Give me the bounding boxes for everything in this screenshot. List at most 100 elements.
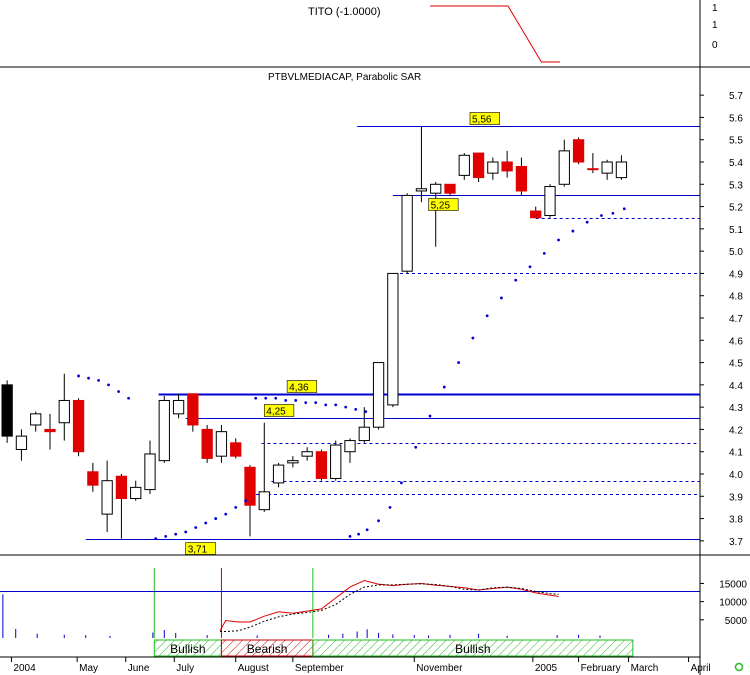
x-tick-label: September <box>295 663 345 674</box>
candle <box>244 465 256 537</box>
volume-ma-line <box>219 579 559 631</box>
sar-dot <box>304 401 308 405</box>
sar-dot <box>274 396 278 400</box>
indicator-ytick-2: 1 <box>712 20 718 31</box>
sar-dot <box>204 521 208 525</box>
price-tick-label: 5.4 <box>729 158 743 169</box>
price-tick-label: 5.6 <box>729 113 743 124</box>
sar-dot <box>184 530 188 534</box>
sar-dot <box>77 374 80 378</box>
price-tick-label: 5.2 <box>729 203 743 214</box>
tito-line <box>430 5 560 63</box>
sar-dot <box>600 214 603 217</box>
sar-dot <box>571 229 575 233</box>
x-tick-label: May <box>79 663 98 674</box>
candle <box>558 139 570 187</box>
sar-dot <box>214 517 218 520</box>
level-label-box <box>263 404 295 417</box>
candle <box>58 373 70 441</box>
phase-band: Bullish <box>153 639 222 657</box>
sar-dot <box>542 251 546 255</box>
sar-dot <box>294 399 298 402</box>
price-tick-label: 4.5 <box>729 359 743 370</box>
level-label-box <box>469 112 500 125</box>
price-tick-label: 5.3 <box>729 180 743 191</box>
sar-dot <box>611 211 615 215</box>
sar-dot <box>254 396 258 400</box>
candle <box>72 398 85 457</box>
sar-dot <box>224 512 228 516</box>
candle <box>372 362 385 430</box>
sar-dot <box>344 405 348 409</box>
price-tick-label: 5.5 <box>729 136 743 147</box>
x-tick-label: 2004 <box>13 663 36 674</box>
price-tick-label: 4.3 <box>729 403 743 414</box>
price-tick-label: 5.1 <box>729 225 743 236</box>
price-panel-title: PTBVLMEDIACAP, Parabolic SAR <box>268 72 421 83</box>
price-tick-label: 4.4 <box>729 381 743 392</box>
candle <box>15 429 28 461</box>
sar-dot <box>127 396 130 400</box>
price-tick-label: 4.2 <box>729 425 743 436</box>
sar-dot <box>244 499 248 503</box>
level-label-box <box>185 542 216 555</box>
candle <box>315 449 328 481</box>
x-tick-label: February <box>581 663 621 674</box>
sar-dot <box>117 390 120 393</box>
price-tick-label: 4.8 <box>729 292 743 303</box>
phase-band: Bearish <box>220 639 314 657</box>
x-tick-label: March <box>631 663 659 674</box>
candle <box>601 159 613 180</box>
tito-indicator-panel: TITO (-1.0000) 1 1 0 <box>308 3 718 63</box>
volume-panel: 15000 10000 5000 <box>0 568 747 638</box>
candle <box>201 424 213 463</box>
phase-label: Bullish <box>170 642 205 656</box>
sar-dot <box>357 532 360 536</box>
sar-dot <box>585 220 589 224</box>
sar-dot <box>622 207 626 211</box>
candle <box>572 137 585 165</box>
level-label: 4,36 <box>289 383 309 394</box>
sar-dot <box>414 445 418 449</box>
candle <box>144 440 156 495</box>
sar-dot <box>557 238 560 242</box>
price-tick-label: 3.8 <box>729 515 743 526</box>
sar-dot <box>264 396 268 400</box>
sar-dot <box>485 314 489 318</box>
candle <box>44 413 56 450</box>
phase-label: Bearish <box>247 642 288 656</box>
sar-dot <box>500 296 503 300</box>
x-tick-label: 2005 <box>535 663 558 674</box>
volume-signal-line <box>220 583 559 632</box>
sar-dot <box>365 528 369 532</box>
candle <box>501 150 513 178</box>
sar-dot <box>514 278 518 282</box>
sar-dot <box>97 379 100 382</box>
volume-tick-label: 15000 <box>719 579 747 590</box>
candle <box>444 183 456 196</box>
sar-dot <box>87 376 90 380</box>
price-tick-label: 4.7 <box>729 314 743 325</box>
x-tick-label: November <box>416 663 463 674</box>
sar-dot <box>354 407 358 411</box>
candle <box>258 422 270 512</box>
sar-dot <box>154 537 158 541</box>
price-tick-label: 5.0 <box>729 247 743 258</box>
candle <box>287 456 299 468</box>
volume-tick-label: 10000 <box>719 598 747 609</box>
sar-dot <box>314 401 318 405</box>
sar-dot <box>284 399 288 402</box>
candle <box>158 396 170 463</box>
price-tick-label: 4.1 <box>729 448 743 459</box>
candle <box>30 411 42 432</box>
candle <box>101 460 113 532</box>
price-tick-label: 3.7 <box>729 537 743 548</box>
sar-dot <box>364 410 368 413</box>
sar-dot <box>348 535 352 538</box>
sar-dot <box>471 336 475 340</box>
x-tick-label: April <box>691 663 711 674</box>
price-tick-label: 3.9 <box>729 492 743 503</box>
candle <box>187 393 199 432</box>
sar-dot <box>428 414 432 418</box>
